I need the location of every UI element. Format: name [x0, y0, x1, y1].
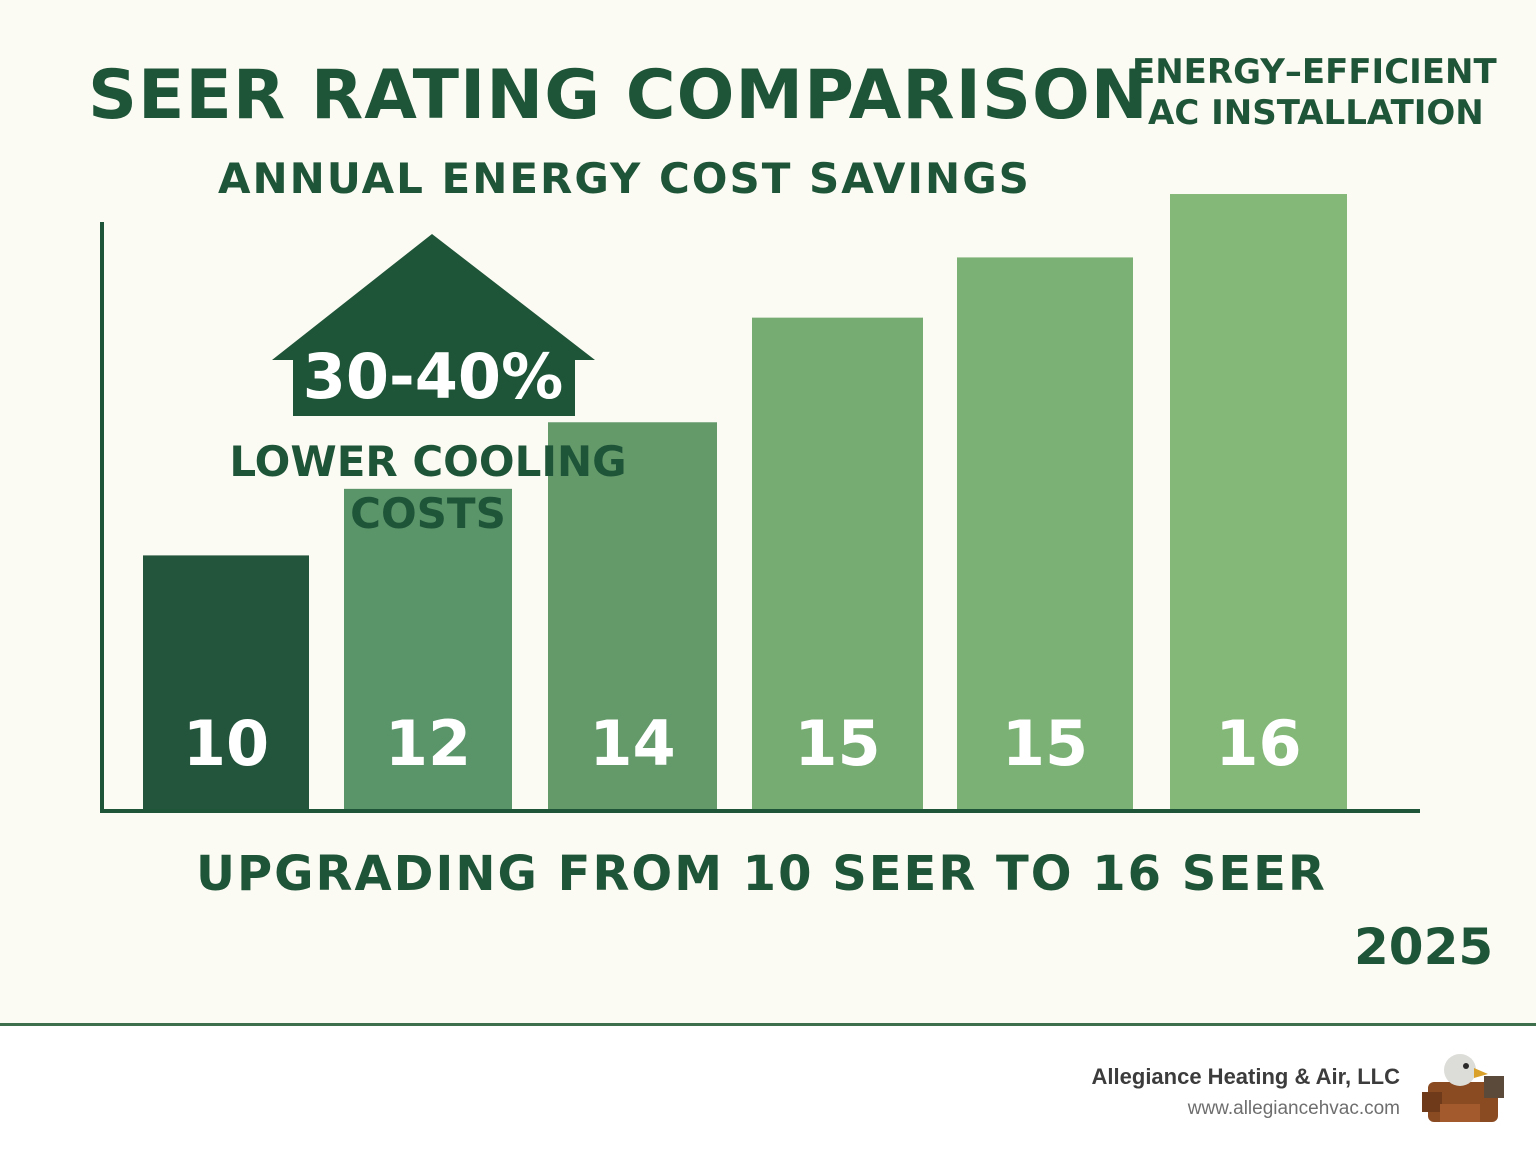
- brand-footer: Allegiance Heating & Air, LLC www.allegi…: [0, 1026, 1536, 1154]
- chart-subtitle: ANNUAL ENERGY COST SAVINGS: [218, 154, 1031, 203]
- bar-seer-15: [752, 317, 923, 809]
- infographic-canvas: SEER RATING COMPARISON ENERGY–EFFICIENT …: [0, 0, 1536, 1024]
- bars-group: 10 12 14 15 15 16: [143, 194, 1347, 809]
- bar-seer-15: [957, 257, 1133, 809]
- company-website[interactable]: www.allegiancehvac.com: [1187, 1098, 1400, 1119]
- company-name: Allegiance Heating & Air, LLC: [1091, 1064, 1400, 1089]
- year-label: 2025: [1354, 918, 1494, 976]
- bar-seer-10: [143, 555, 309, 809]
- eagle-logo-icon: [1422, 1054, 1504, 1122]
- callout-value: 30-40%: [303, 340, 563, 413]
- bar-chart: 10 12 14 15 15 16 30-40%: [100, 194, 1420, 813]
- chart-footnote: UPGRADING FROM 10 SEER TO 16 SEER: [196, 846, 1327, 902]
- bar-value-label: 15: [1002, 707, 1088, 780]
- bar-seer-16: [1170, 194, 1347, 809]
- bar-seer-14: [548, 422, 717, 809]
- bar-seer-12: [344, 488, 512, 809]
- bar-value-label: 12: [385, 707, 471, 780]
- bar-value-label: 14: [589, 707, 675, 780]
- bar-value-label: 15: [794, 707, 880, 780]
- footer-divider: [0, 1023, 1536, 1026]
- corner-label-line2: AC INSTALLATION: [1148, 93, 1484, 133]
- bar-value-label: 10: [183, 707, 269, 780]
- chart-title: SEER RATING COMPARISON: [88, 56, 1149, 135]
- callout-label: LOWER COOLING COSTS: [229, 437, 627, 538]
- bar-value-label: 16: [1215, 707, 1301, 780]
- up-arrow-icon: 30-40%: [272, 234, 595, 416]
- corner-label-line1: ENERGY–EFFICIENT: [1132, 52, 1497, 92]
